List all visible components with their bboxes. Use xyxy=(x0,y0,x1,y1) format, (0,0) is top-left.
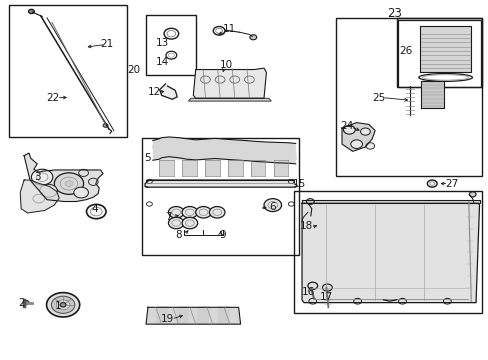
Text: 3: 3 xyxy=(34,172,41,182)
Text: 22: 22 xyxy=(47,93,60,103)
Circle shape xyxy=(343,126,354,134)
Text: 27: 27 xyxy=(444,179,457,189)
Text: 5: 5 xyxy=(144,153,151,163)
Circle shape xyxy=(365,143,374,149)
Circle shape xyxy=(264,199,281,212)
Text: 24: 24 xyxy=(340,121,353,131)
Polygon shape xyxy=(193,68,266,98)
Circle shape xyxy=(427,180,436,187)
Polygon shape xyxy=(204,160,219,176)
Circle shape xyxy=(23,301,29,305)
Bar xyxy=(146,15,195,75)
Polygon shape xyxy=(273,160,288,176)
Text: 20: 20 xyxy=(126,64,140,75)
Circle shape xyxy=(74,187,88,198)
Circle shape xyxy=(31,169,53,185)
Polygon shape xyxy=(341,123,374,151)
Polygon shape xyxy=(217,306,230,325)
Circle shape xyxy=(182,207,197,218)
Polygon shape xyxy=(196,306,209,325)
Circle shape xyxy=(350,140,362,148)
Polygon shape xyxy=(145,180,297,187)
Bar xyxy=(9,5,127,137)
Text: 17: 17 xyxy=(319,292,332,302)
Circle shape xyxy=(65,181,73,186)
Bar xyxy=(142,138,299,255)
Text: 14: 14 xyxy=(156,57,169,67)
Polygon shape xyxy=(182,160,196,176)
Text: 4: 4 xyxy=(91,204,98,215)
Text: 10: 10 xyxy=(219,60,232,70)
Text: 9: 9 xyxy=(219,230,225,239)
Polygon shape xyxy=(153,137,295,164)
Circle shape xyxy=(46,293,80,317)
Polygon shape xyxy=(188,98,271,101)
Circle shape xyxy=(51,296,75,314)
Text: 12: 12 xyxy=(147,87,161,97)
Polygon shape xyxy=(302,200,479,203)
Text: 16: 16 xyxy=(302,287,315,297)
Polygon shape xyxy=(250,160,265,176)
Circle shape xyxy=(54,173,83,194)
Polygon shape xyxy=(146,307,240,324)
Bar xyxy=(396,18,482,87)
Polygon shape xyxy=(159,84,177,99)
Polygon shape xyxy=(176,306,189,325)
Polygon shape xyxy=(20,180,59,213)
Circle shape xyxy=(168,207,183,218)
Circle shape xyxy=(56,300,70,310)
Polygon shape xyxy=(419,26,470,72)
Bar xyxy=(335,18,482,176)
Text: 13: 13 xyxy=(156,38,169,48)
Circle shape xyxy=(60,303,66,307)
Text: 18: 18 xyxy=(300,221,313,231)
Text: 7: 7 xyxy=(165,212,172,221)
Circle shape xyxy=(40,184,57,197)
Polygon shape xyxy=(159,160,173,176)
Text: 2: 2 xyxy=(18,298,24,308)
Polygon shape xyxy=(152,145,297,160)
Circle shape xyxy=(249,35,256,40)
Text: 21: 21 xyxy=(100,40,113,49)
Circle shape xyxy=(182,217,197,229)
Circle shape xyxy=(28,9,34,14)
Polygon shape xyxy=(24,153,103,202)
Bar xyxy=(397,21,480,87)
Text: 1: 1 xyxy=(55,301,61,311)
Circle shape xyxy=(209,207,224,218)
Polygon shape xyxy=(227,160,242,176)
Polygon shape xyxy=(420,81,444,108)
Text: 8: 8 xyxy=(175,230,182,239)
Text: 19: 19 xyxy=(161,314,174,324)
Circle shape xyxy=(195,207,211,218)
Circle shape xyxy=(468,192,475,197)
Circle shape xyxy=(168,217,183,229)
Text: 23: 23 xyxy=(386,8,401,21)
Bar xyxy=(294,192,482,314)
Circle shape xyxy=(103,124,108,127)
Text: 26: 26 xyxy=(398,46,411,56)
Text: 11: 11 xyxy=(223,24,236,35)
Polygon shape xyxy=(156,306,168,325)
Polygon shape xyxy=(302,203,479,303)
Text: 6: 6 xyxy=(269,202,276,212)
Text: 15: 15 xyxy=(292,179,305,189)
Circle shape xyxy=(360,128,369,135)
Circle shape xyxy=(306,199,314,204)
Text: 25: 25 xyxy=(371,93,385,103)
Circle shape xyxy=(86,204,106,219)
